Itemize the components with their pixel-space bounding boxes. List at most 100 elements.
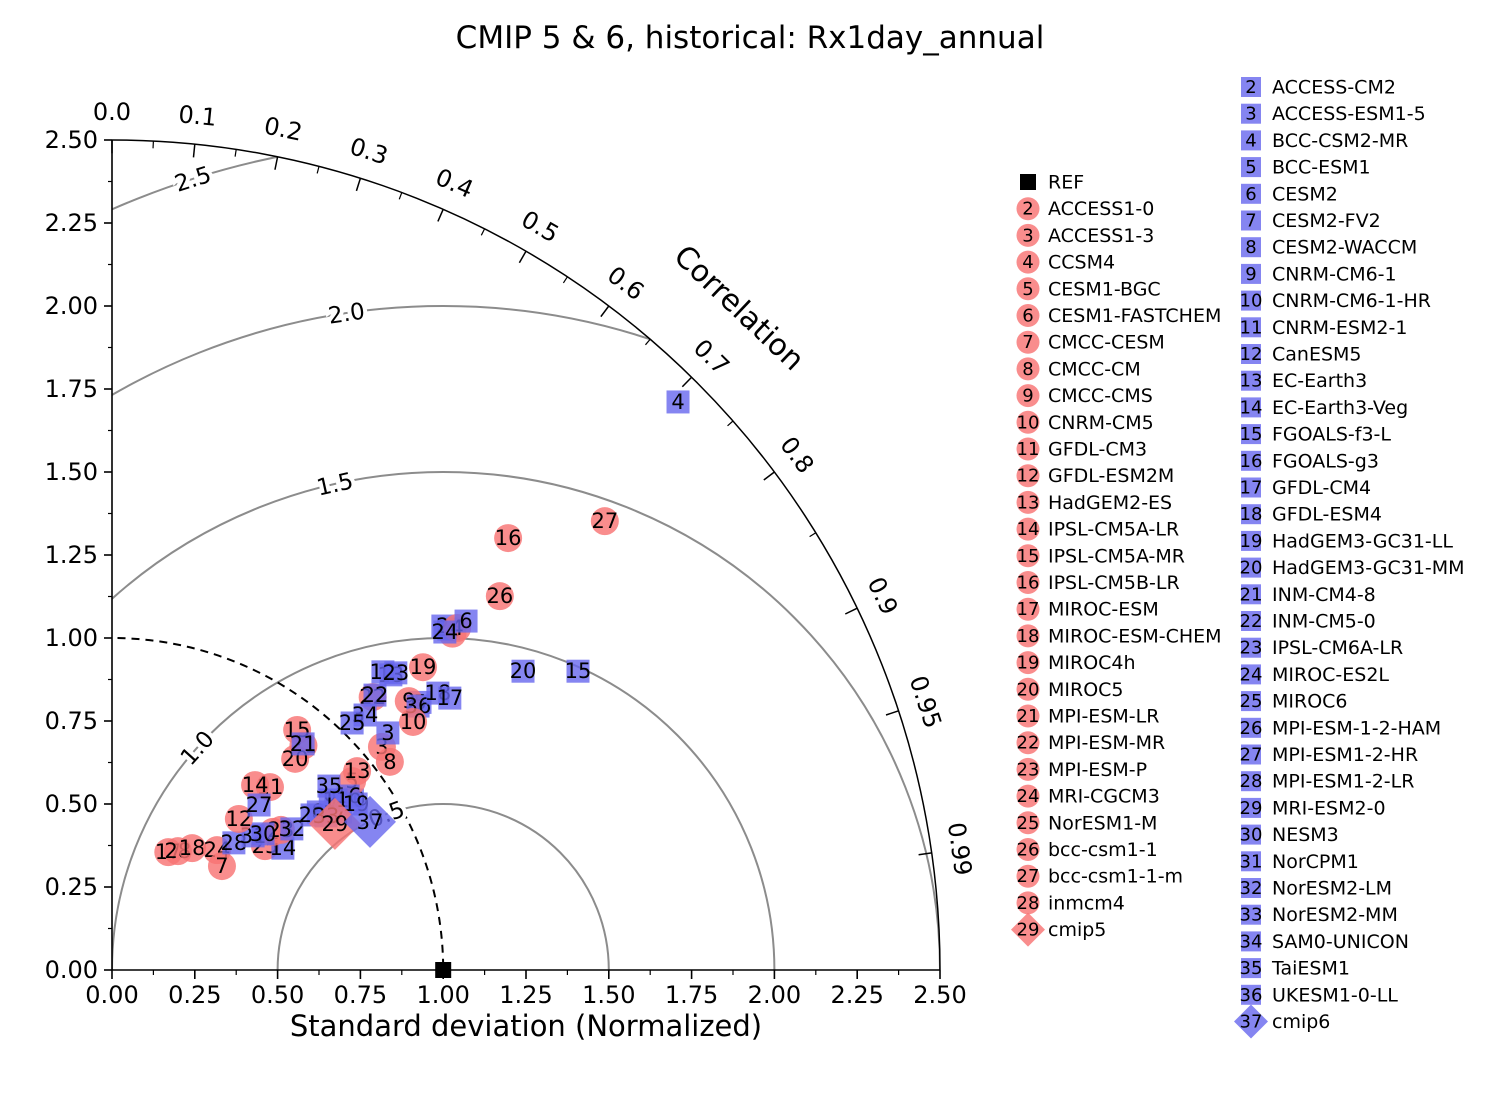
square-marker <box>1241 824 1261 845</box>
legend-cmip6: 2 ACCESS-CM2 3 ACCESS-ESM1-5 4 BCC-CSM2-MR 5 BC… <box>1234 77 1465 1039</box>
point-cmip6-25: 25 <box>339 711 366 735</box>
point-number: 18 <box>179 836 206 860</box>
square-marker <box>1241 183 1261 204</box>
legend-label: CESM1-FASTCHEM <box>1048 305 1221 327</box>
correlation-minor-tick <box>645 338 651 346</box>
square-marker <box>1241 103 1261 124</box>
point-number: 15 <box>565 659 592 683</box>
square-marker <box>1241 504 1261 525</box>
circle-marker <box>1016 197 1040 221</box>
square-marker <box>566 659 590 683</box>
legend-item-NorCPM1: 31 NorCPM1 <box>1240 851 1359 873</box>
correlation-tick-label: 0.9 <box>862 573 904 620</box>
y-tick-label: 0.25 <box>45 873 98 901</box>
point-number: 16 <box>495 526 522 550</box>
square-marker <box>1241 317 1261 338</box>
correlation-minor-tick <box>234 149 237 157</box>
legend-item-CMCC-CM: 8 CMCC-CM <box>1016 357 1141 381</box>
y-tick-label: 1.75 <box>45 375 98 403</box>
y-tick-label: 1.25 <box>45 541 98 569</box>
square-marker <box>666 390 690 414</box>
circle-marker <box>224 804 253 833</box>
legend-label: ACCESS1-0 <box>1048 198 1154 220</box>
circle-marker <box>1016 891 1040 915</box>
circle-marker <box>178 834 207 863</box>
point-cmip5-10: 10 <box>399 707 428 736</box>
legend-item-GFDL-ESM4: 18 GFDL-ESM4 <box>1240 504 1382 526</box>
y-tick-label: 0.50 <box>45 790 98 818</box>
legend-item-MPI-ESM-LR: 21 MPI-ESM-LR <box>1016 704 1159 728</box>
legend-item-ACCESS1-0: 2 ACCESS1-0 <box>1016 197 1154 221</box>
legend-item-ref: REF <box>1020 172 1084 194</box>
square-marker <box>1241 904 1261 925</box>
x-tick-label: 0.25 <box>168 981 221 1009</box>
legend-number: 36 <box>1240 985 1263 1006</box>
legend-item-bcc-csm1-1: 26 bcc-csm1-1 <box>1016 838 1158 861</box>
legend-number: 8 <box>1245 237 1256 258</box>
correlation-minor-tick <box>562 276 568 284</box>
legend-number: 17 <box>1240 478 1263 499</box>
legend-item-MRI-ESM2-0: 29 MRI-ESM2-0 <box>1240 797 1386 819</box>
x-tick-label: 1.25 <box>499 981 552 1009</box>
diamond-marker <box>1011 912 1045 947</box>
correlation-tick-label: 0.95 <box>904 672 947 732</box>
circle-marker <box>1016 250 1040 274</box>
point-number: 3 <box>381 721 394 745</box>
point-number: 17 <box>436 686 463 710</box>
circle-marker <box>207 852 236 881</box>
circle-marker <box>1016 357 1040 381</box>
point-number: 8 <box>383 750 396 774</box>
square-marker <box>511 659 535 683</box>
point-cmip5-13: 13 <box>343 757 372 786</box>
legend-label: IPSL-CM5A-MR <box>1048 545 1185 567</box>
point-cmip6-37: 37 <box>344 795 397 848</box>
legend-label: INM-CM5-0 <box>1272 611 1376 633</box>
correlation-tick <box>518 250 527 264</box>
square-marker <box>1241 344 1261 364</box>
correlation-tick-label: 0.99 <box>942 821 977 878</box>
legend-item-MPI-ESM-P: 23 MPI-ESM-P <box>1016 757 1147 781</box>
square-marker <box>1241 237 1261 258</box>
rms-label-2.0: 2.0 <box>327 299 367 330</box>
legend-number: 29 <box>1240 798 1263 819</box>
chart-title: CMIP 5 & 6, historical: Rx1day_annual <box>456 20 1045 56</box>
legend-item-ACCESS-ESM1-5: 3 ACCESS-ESM1-5 <box>1241 103 1426 125</box>
legend-item-CESM2-FV2: 7 CESM2-FV2 <box>1241 210 1381 232</box>
legend-number: 13 <box>1240 371 1263 392</box>
legend-item-BCC-ESM1: 5 BCC-ESM1 <box>1241 157 1371 179</box>
square-marker <box>1241 637 1261 658</box>
point-number: 22 <box>362 683 389 707</box>
legend-number: 20 <box>1240 558 1263 579</box>
legend-label: MPI-ESM1-2-HR <box>1272 744 1418 766</box>
legend-number: 24 <box>1240 664 1263 685</box>
square-marker <box>1241 290 1261 311</box>
y-tick-label: 2.00 <box>45 292 98 320</box>
correlation-minor-tick <box>809 532 817 538</box>
legend-label: MRI-ESM2-0 <box>1272 797 1386 819</box>
legend-label: NESM3 <box>1272 824 1339 846</box>
cmip5-mean-diamond <box>308 797 361 850</box>
point-cmip6-22: 22 <box>362 683 389 707</box>
square-marker <box>1241 477 1261 498</box>
legend-item-IPSL-CM5B-LR: 16 IPSL-CM5B-LR <box>1016 571 1180 594</box>
square-marker <box>384 661 408 685</box>
legend-number: 4 <box>1022 252 1033 273</box>
point-number: 6 <box>459 609 472 633</box>
circle-marker <box>1016 223 1040 247</box>
correlation-tick-label: 0.5 <box>517 205 564 248</box>
point-cmip6-21: 21 <box>290 732 317 756</box>
legend-item-HadGEM3-GC31-LL: 19 HadGEM3-GC31-LL <box>1240 530 1454 552</box>
legend-item-CMCC-CESM: 7 CMCC-CESM <box>1016 330 1165 354</box>
square-marker <box>1241 557 1261 578</box>
square-marker <box>438 686 462 710</box>
y-tick-label: 2.50 <box>45 126 98 154</box>
correlation-tick <box>844 607 858 615</box>
point-number: 30 <box>250 822 277 846</box>
legend-number: 9 <box>1022 386 1033 407</box>
point-cmip6-34: 34 <box>352 703 379 727</box>
legend-label: MIROC-ESM <box>1048 599 1159 621</box>
legend-item-BCC-CSM2-MR: 4 BCC-CSM2-MR <box>1241 130 1408 152</box>
point-cmip6-4: 4 <box>666 390 690 414</box>
point-cmip5-14: 14 <box>241 771 270 800</box>
legend-item-CNRM-CM6-1: 9 CNRM-CM6-1 <box>1241 263 1397 285</box>
